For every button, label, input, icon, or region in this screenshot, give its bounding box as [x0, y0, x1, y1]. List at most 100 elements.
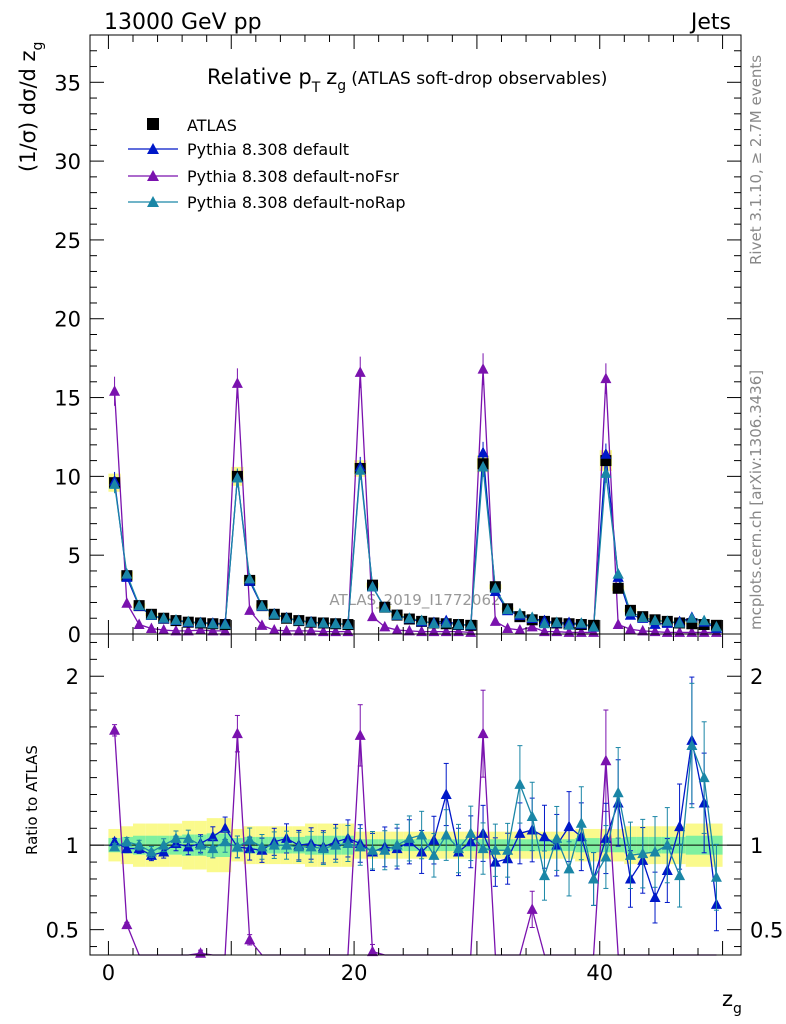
title-var-sub: g: [337, 78, 346, 94]
ratio-point-norap: [686, 739, 698, 751]
ratio-point-norap: [465, 827, 477, 838]
main-point-norap-top: [133, 599, 145, 611]
ratio-point-norap: [354, 840, 366, 852]
ratio-tick-label-right: 2: [750, 665, 763, 689]
ratio-point-norap: [502, 844, 514, 855]
legend-item-atlas: ATLAS: [147, 116, 237, 135]
main-point-nofsr: [244, 604, 256, 615]
main-point-norap-top: [231, 471, 243, 483]
ratio-point-norap: [710, 871, 722, 882]
main-point-norap-top: [195, 616, 207, 628]
main-point-norap-top: [109, 478, 121, 489]
ratio-point-norap: [268, 839, 280, 850]
main-point-norap-top: [367, 580, 379, 592]
main-point-norap-top: [624, 605, 636, 617]
main-point-norap-top: [710, 620, 722, 632]
ratio-point-default: [121, 842, 133, 854]
ratio-tick-label: 1: [66, 834, 79, 858]
analysis-watermark: ATLAS_2019_I1772062: [329, 591, 500, 610]
legend-marker-atlas: [147, 118, 159, 130]
ratio-point-nofsr: [195, 947, 207, 958]
ratio-point-norap: [551, 832, 563, 843]
title-main: Relative p: [207, 65, 312, 89]
main-point-nofsr: [219, 624, 231, 636]
main-point-default-top: [600, 448, 612, 459]
y-axis-label-sub: g: [30, 42, 46, 51]
main-point-nofsr: [158, 624, 170, 635]
ratio-point-norap: [403, 832, 415, 843]
ratio-point-norap: [195, 839, 207, 850]
ratio-point-norap: [661, 839, 673, 850]
y-tick-label: 5: [68, 544, 81, 568]
x-axis-label: zg: [722, 987, 742, 1017]
ratio-y-axis-label: Ratio to ATLAS: [23, 745, 41, 855]
x-axis-label-main: z: [722, 987, 733, 1011]
ratio-point-norap: [563, 862, 575, 874]
main-point-nofsr: [477, 363, 489, 374]
mcplots-label: mcplots.cern.ch [arXiv:1306.3436]: [747, 370, 765, 630]
title-rest: (ATLAS soft-drop observables): [351, 69, 607, 89]
main-point-norap-top: [244, 572, 256, 584]
ratio-point-default: [440, 788, 452, 799]
main-point-norap-top: [428, 617, 440, 629]
rivet-version-label: Rivet 3.1.10, ≥ 2.7M events: [747, 55, 765, 265]
main-point-nofsr: [268, 624, 280, 635]
ratio-point-nofsr: [526, 903, 538, 914]
main-point-norap-top: [317, 617, 329, 628]
ratio-point-norap: [514, 778, 526, 789]
ratio-point-norap: [170, 832, 182, 843]
process-label: Jets: [689, 10, 731, 35]
ratio-point-norap: [637, 847, 649, 859]
ratio-point-norap: [133, 839, 145, 850]
ratio-point-nofsr: [477, 727, 489, 739]
main-point-nofsr: [391, 624, 403, 635]
main-point-nofsr: [502, 622, 514, 633]
chart-title: Relative pT zg (ATLAS soft-drop observable…: [207, 65, 607, 96]
energy-label: 13000 GeV pp: [104, 10, 262, 35]
ratio-point-norap: [477, 842, 489, 854]
main-point-norap-top: [145, 609, 157, 620]
main-point-nofsr: [170, 624, 182, 636]
legend-marker-norap: [147, 196, 159, 207]
main-point-norap-top: [256, 599, 268, 611]
main-point-norap-top: [526, 611, 538, 622]
ratio-point-norap: [293, 840, 305, 852]
main-point-norap-top: [219, 618, 231, 629]
ratio-point-norap: [526, 810, 538, 821]
ratio-tick-label-right: 0.5: [750, 919, 783, 943]
ratio-point-norap: [624, 849, 636, 860]
main-point-nofsr: [207, 624, 219, 636]
ratio-point-norap: [391, 839, 403, 850]
ratio-point-norap: [231, 840, 243, 852]
x-tick-label: 40: [586, 961, 613, 985]
main-point-norap-top: [293, 614, 305, 626]
legend: ATLAS Pythia 8.308 default Pythia 8.308 …: [128, 116, 405, 212]
main-point-nofsr: [121, 597, 133, 608]
legend-label-norap: Pythia 8.308 default-noRap: [187, 193, 405, 212]
ratio-point-nofsr: [600, 754, 612, 766]
main-point-norap-top: [391, 609, 403, 620]
ratio-point-norap: [612, 786, 624, 798]
main-point-norap-top: [452, 618, 464, 630]
main-point-norap-top: [674, 617, 686, 628]
y-tick-label: 10: [54, 465, 81, 489]
ratio-point-nofsr: [244, 933, 256, 945]
ratio-point-default: [514, 827, 526, 838]
ratio-point-norap: [600, 851, 612, 862]
ratio-point-norap: [649, 845, 661, 857]
legend-item-nofsr: Pythia 8.308 default-noFsr: [128, 167, 399, 186]
y-axis-label-main: (1/σ) dσ/d z: [16, 50, 40, 172]
main-point-norap-top: [538, 617, 550, 629]
ratio-point-norap: [440, 829, 452, 840]
ratio-point-default: [207, 830, 219, 842]
ratio-point-norap: [379, 844, 391, 855]
main-point-nofsr: [624, 623, 636, 634]
title-var: z: [326, 65, 337, 89]
legend-marker-default: [147, 143, 159, 154]
ratio-point-norap: [121, 835, 133, 847]
ratio-point-norap: [575, 817, 587, 828]
main-point-norap-top: [514, 607, 526, 619]
main-point-nofsr: [489, 615, 501, 626]
x-tick-label: 0: [102, 961, 115, 985]
x-tick-label: 20: [341, 961, 368, 985]
